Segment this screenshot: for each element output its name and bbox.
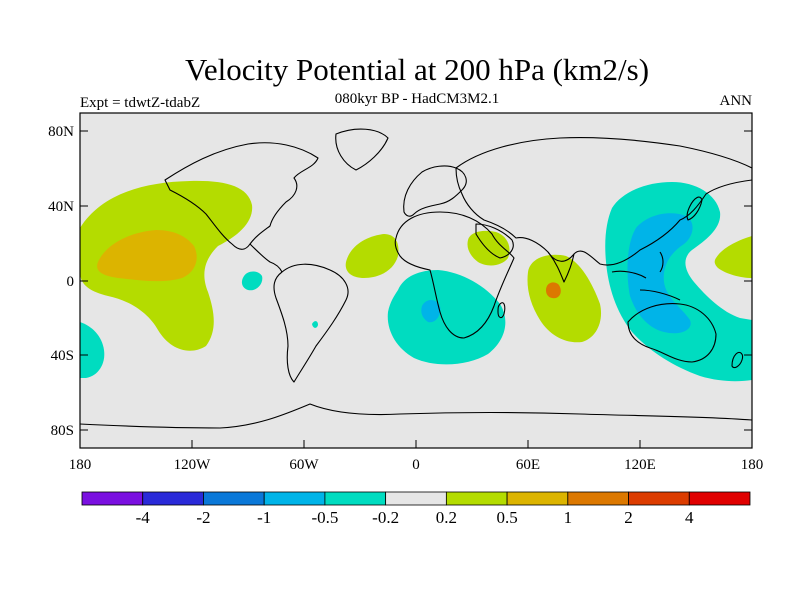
- contour-neg-eastern-pacific: [241, 271, 263, 291]
- colorbar-swatch: [688, 491, 751, 506]
- lon-tick-label: 120W: [174, 457, 212, 473]
- lon-tick-label: 180: [741, 457, 764, 473]
- colorbar-swatch: [506, 491, 569, 506]
- colorbar-label: -1: [257, 508, 271, 527]
- lat-axis: [80, 130, 752, 431]
- colorbar-label: -4: [136, 508, 151, 527]
- lat-tick-label: 80N: [48, 124, 74, 140]
- contour-neg-southeast-pacific: [80, 322, 105, 378]
- contour-neg-small-south-america: [312, 321, 318, 328]
- figure-title: Velocity Potential at 200 hPa (km2/s): [185, 52, 649, 87]
- coastlines: [80, 128, 752, 429]
- colorbar-swatch: [385, 491, 447, 506]
- contour-neg-south-atlantic: [387, 270, 506, 365]
- colorbar-swatch: [567, 491, 629, 506]
- colorbar-swatch: [203, 491, 265, 506]
- lat-tick-label: 80S: [51, 423, 74, 439]
- colorbar-label: 1: [564, 508, 573, 527]
- contour-pos-arabia: [467, 230, 510, 266]
- colorbar-label: 0.2: [436, 508, 457, 527]
- contour-pos-tropical-atlantic: [345, 234, 399, 278]
- colorbar-label: -0.5: [311, 508, 338, 527]
- lon-tick-label: 180: [69, 457, 92, 473]
- colorbar-label: 0.5: [496, 508, 517, 527]
- colorbar-swatch: [81, 491, 144, 506]
- colorbar-swatch: [263, 491, 326, 506]
- figure-subtitle: 080kyr BP - HadCM3M2.1: [335, 91, 499, 107]
- colorbar-swatch: [324, 491, 387, 506]
- contour-pos-indian-ocean: [527, 254, 602, 343]
- contour-pos1-indian-ocean: [546, 282, 561, 299]
- lon-tick-label: 0: [412, 457, 420, 473]
- season-label: ANN: [720, 93, 753, 109]
- map-panel: 80N 40N 0 40S 80S 180 120W 60W 0 60E 120…: [48, 112, 764, 473]
- experiment-label: Expt = tdwtZ-tdabZ: [80, 95, 200, 111]
- lat-tick-label: 40N: [48, 199, 74, 215]
- contour-pos-west-pacific: [714, 236, 752, 278]
- colorbar-swatch: [628, 491, 690, 506]
- colorbar-label: -2: [196, 508, 210, 527]
- colorbar-swatch: [445, 491, 508, 506]
- lat-tick-label: 40S: [51, 348, 74, 364]
- contour-fill-layer: [80, 128, 752, 429]
- contour-neg05-south-atlantic: [421, 300, 441, 323]
- contour-neg05-west-pacific: [627, 213, 693, 334]
- colorbar-label: 4: [685, 508, 694, 527]
- colorbar-swatch: [142, 491, 204, 506]
- lon-tick-label: 120E: [624, 457, 656, 473]
- colorbar: -4 -2 -1 -0.5 -0.2 0.2 0.5 1 2 4: [81, 491, 751, 527]
- lon-tick-label: 60E: [516, 457, 540, 473]
- colorbar-label: -0.2: [372, 508, 399, 527]
- lon-axis: [79, 440, 753, 448]
- lat-tick-label: 0: [67, 274, 75, 290]
- colorbar-label: 2: [624, 508, 633, 527]
- contour-pos05-central-pacific: [97, 230, 197, 282]
- lon-tick-label: 60W: [289, 457, 319, 473]
